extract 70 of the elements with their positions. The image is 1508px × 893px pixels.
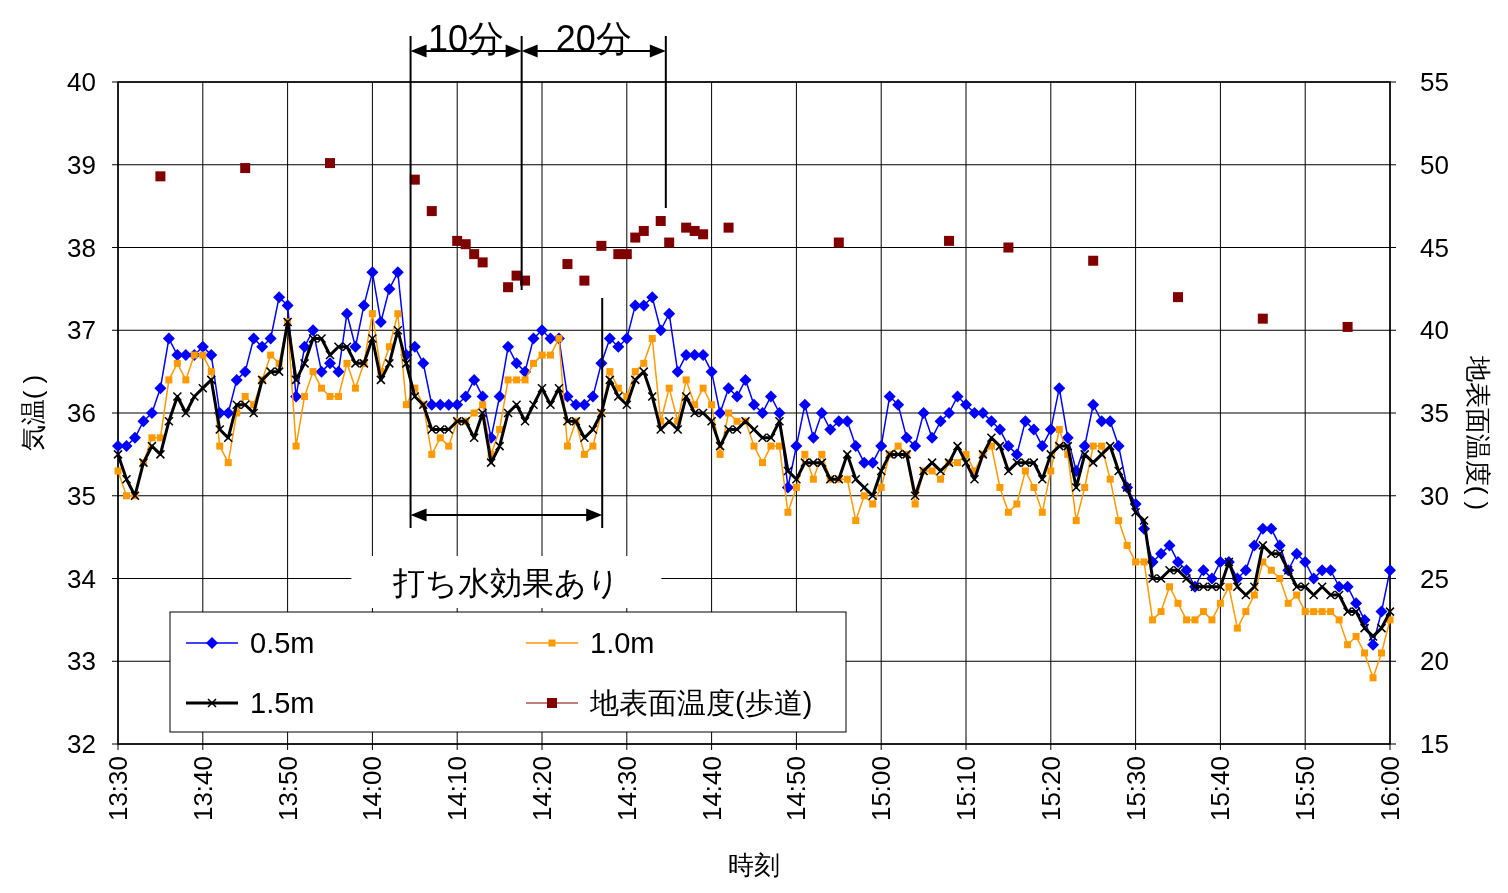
x-tick-label: 15:20 [1035,756,1066,822]
point [1088,255,1099,266]
point [240,163,251,174]
point [469,249,480,260]
x-tick-label: 13:40 [187,756,218,822]
x-tick-label: 14:00 [357,756,388,822]
y2-tick-label: 30 [1420,480,1449,511]
y-tick-label: 38 [67,232,96,263]
y2-tick-label: 15 [1420,729,1449,759]
legend-label: 地表面温度(歩道) [589,687,813,719]
y2-tick-label: 40 [1420,315,1449,346]
point [944,235,955,246]
point [1257,313,1268,324]
point [655,216,666,227]
x-axis-title: 時刻 [728,850,780,880]
point [596,240,607,251]
point [630,232,641,243]
point [562,259,573,270]
x-tick-label: 15:40 [1205,756,1236,822]
y2-tick-label: 35 [1420,398,1449,428]
y2-tick-label: 55 [1420,67,1449,97]
x-tick-label: 13:50 [272,756,303,822]
point [681,222,692,233]
x-tick-label: 14:20 [527,756,557,822]
point [638,225,649,236]
point [579,275,590,286]
point [723,222,734,233]
legend-label: 1.0m [590,627,655,659]
annotation: 打ち水効果あり [391,565,620,601]
point [325,158,335,169]
y-tick-label: 33 [67,646,96,677]
x-tick-label: 14:30 [611,756,642,822]
point [833,237,844,248]
y2-tick-label: 25 [1420,563,1449,594]
x-tick-label: 14:40 [696,756,727,822]
y-tick-label: 39 [67,149,96,180]
point [503,282,514,293]
point [426,206,437,217]
x-tick-label: 16:00 [1375,756,1405,822]
y-axis-title: 気温( ) [18,374,48,452]
point [155,171,166,182]
x-tick-label: 15:50 [1290,756,1321,822]
point [613,249,624,260]
point [698,229,709,240]
point [664,237,675,248]
x-tick-label: 15:10 [951,756,981,822]
legend-label: 0.5m [250,627,315,659]
point [460,239,471,250]
y-tick-label: 32 [67,729,96,759]
point [1173,292,1183,303]
y-tick-label: 34 [67,563,96,594]
y-tick-label: 40 [67,67,96,97]
x-tick-label: 13:30 [103,756,133,822]
y2-tick-label: 50 [1420,149,1449,180]
x-tick-label: 15:30 [1120,756,1151,822]
point [621,249,632,260]
legend-label: 1.5m [250,687,315,719]
y-tick-label: 36 [67,398,96,428]
y-tick-label: 37 [67,315,96,346]
y2-tick-label: 20 [1420,646,1449,677]
point [1342,321,1353,332]
point [477,257,488,268]
x-tick-label: 14:50 [781,756,812,822]
point [1003,242,1014,253]
x-tick-label: 15:00 [866,756,897,822]
y-tick-label: 35 [67,480,96,511]
y2-axis-title: 地表面温度( ) [1463,354,1493,511]
point [452,235,463,246]
x-tick-label: 14:10 [442,756,473,822]
y2-tick-label: 45 [1420,232,1449,263]
